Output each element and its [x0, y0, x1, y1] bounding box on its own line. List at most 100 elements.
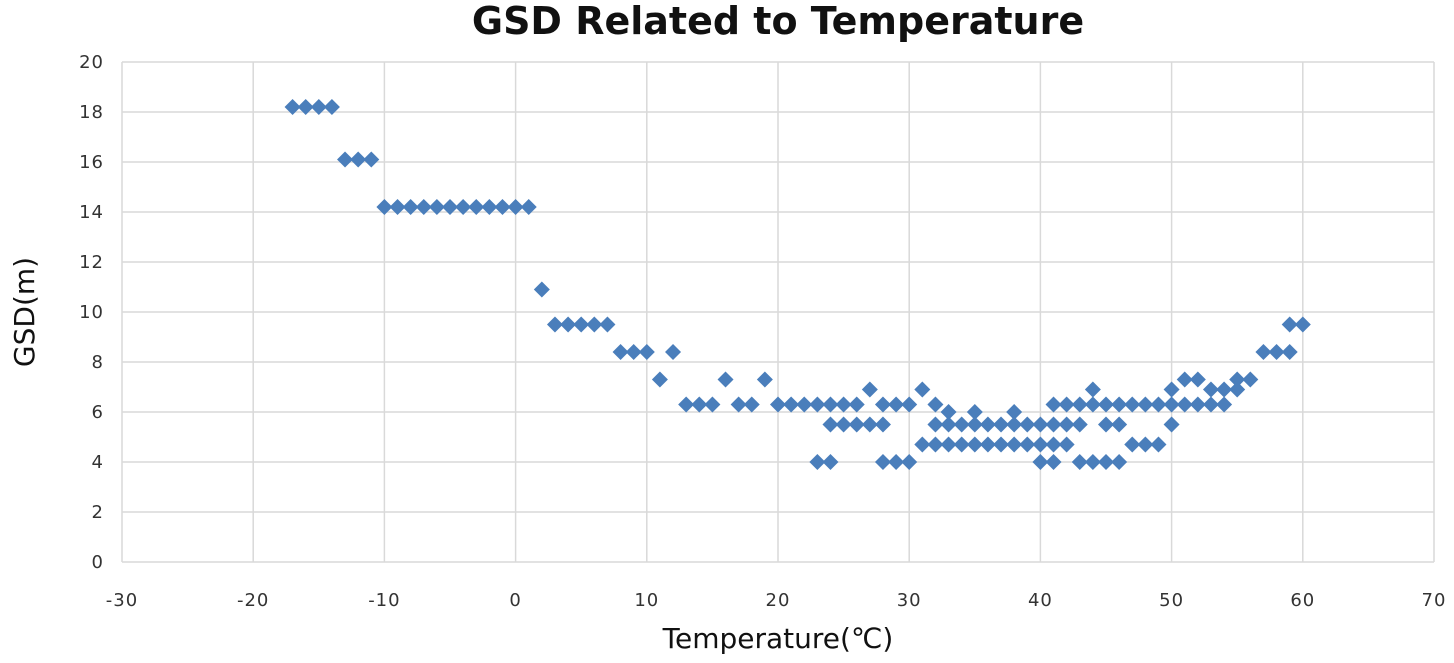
x-tick-label: 70	[1422, 590, 1447, 611]
data-point	[1006, 436, 1023, 453]
data-point	[979, 416, 996, 433]
y-tick-label: 6	[92, 402, 104, 423]
x-tick-label: 10	[634, 590, 659, 611]
data-point	[297, 99, 314, 115]
data-point	[874, 396, 891, 413]
x-tick-label: 0	[509, 590, 521, 611]
data-point	[822, 396, 839, 413]
data-point	[350, 151, 367, 168]
data-point	[1111, 454, 1128, 470]
grid-lines	[121, 61, 1435, 563]
data-point	[966, 416, 983, 433]
data-point	[888, 396, 905, 413]
data-point	[586, 316, 603, 333]
data-point	[979, 436, 996, 453]
y-axis-ticks: 0 2 4 6 8 10 12 14 16 18 20	[79, 52, 104, 573]
x-tick-label: -20	[237, 590, 269, 611]
data-point	[481, 199, 498, 215]
data-point	[914, 436, 931, 453]
data-point	[1045, 454, 1062, 470]
x-tick-label: 40	[1028, 590, 1053, 611]
x-tick-label: 30	[897, 590, 922, 611]
y-tick-label: 16	[79, 152, 104, 173]
data-point	[415, 199, 432, 215]
data-point	[1098, 396, 1114, 413]
data-point	[1124, 396, 1141, 413]
x-tick-label: 20	[766, 590, 791, 611]
data-point	[861, 416, 878, 433]
data-point	[1202, 396, 1219, 413]
data-point	[1268, 344, 1285, 360]
data-point	[1071, 416, 1088, 433]
data-point	[861, 381, 878, 398]
data-point	[1084, 454, 1101, 470]
data-point	[809, 454, 826, 470]
data-point	[874, 416, 891, 433]
y-tick-label: 14	[79, 202, 104, 223]
x-tick-label: -30	[106, 590, 138, 611]
data-point	[363, 151, 380, 168]
y-tick-label: 18	[79, 102, 104, 123]
data-point	[1163, 396, 1180, 413]
data-point	[1098, 454, 1114, 470]
data-point	[822, 416, 839, 433]
y-tick-label: 10	[79, 302, 104, 323]
data-point	[848, 396, 865, 413]
data-point	[468, 199, 485, 215]
data-point	[730, 396, 747, 413]
data-point	[507, 199, 524, 215]
data-point	[874, 454, 891, 470]
data-point	[573, 316, 590, 333]
data-point	[1019, 436, 1036, 453]
data-point	[1071, 396, 1088, 413]
x-axis-label: Temperature(℃)	[662, 622, 894, 655]
data-point	[1006, 404, 1023, 420]
data-point	[940, 416, 957, 433]
data-point	[835, 416, 852, 433]
data-point	[993, 436, 1010, 453]
data-point	[638, 344, 655, 360]
data-point	[533, 281, 550, 298]
data-point	[1084, 381, 1101, 398]
data-point	[1032, 436, 1049, 453]
y-tick-label: 2	[92, 502, 104, 523]
data-point	[1058, 436, 1075, 453]
x-axis-ticks: -30 -20 -10 0 10 20 30 40 50 60 70	[106, 590, 1447, 611]
y-tick-label: 4	[92, 452, 104, 473]
data-point	[993, 416, 1010, 433]
data-point	[1189, 371, 1206, 388]
data-point	[1098, 416, 1114, 433]
data-point	[1150, 396, 1167, 413]
data-point	[835, 396, 852, 413]
data-point	[560, 316, 577, 333]
data-point	[1045, 436, 1062, 453]
data-point	[927, 416, 944, 433]
data-point	[1032, 416, 1049, 433]
data-point	[1216, 396, 1233, 413]
data-point	[1163, 416, 1180, 433]
x-tick-label: -10	[368, 590, 400, 611]
data-point	[376, 199, 393, 215]
data-point	[1045, 416, 1062, 433]
data-point	[1111, 416, 1128, 433]
data-point	[442, 199, 458, 215]
data-point	[927, 396, 944, 413]
data-point	[599, 316, 616, 333]
data-point	[546, 316, 563, 333]
data-point	[310, 99, 327, 115]
data-point	[927, 436, 944, 453]
data-points	[284, 99, 1311, 470]
data-point	[625, 344, 642, 360]
data-point	[323, 99, 340, 115]
data-point	[743, 396, 760, 413]
data-point	[1242, 371, 1259, 388]
x-tick-label: 60	[1290, 590, 1315, 611]
data-point	[901, 454, 918, 470]
data-point	[1229, 371, 1246, 388]
data-point	[1216, 381, 1233, 398]
y-tick-label: 12	[79, 252, 104, 273]
data-point	[1229, 381, 1246, 398]
data-point	[1255, 344, 1272, 360]
data-point	[1281, 316, 1298, 333]
